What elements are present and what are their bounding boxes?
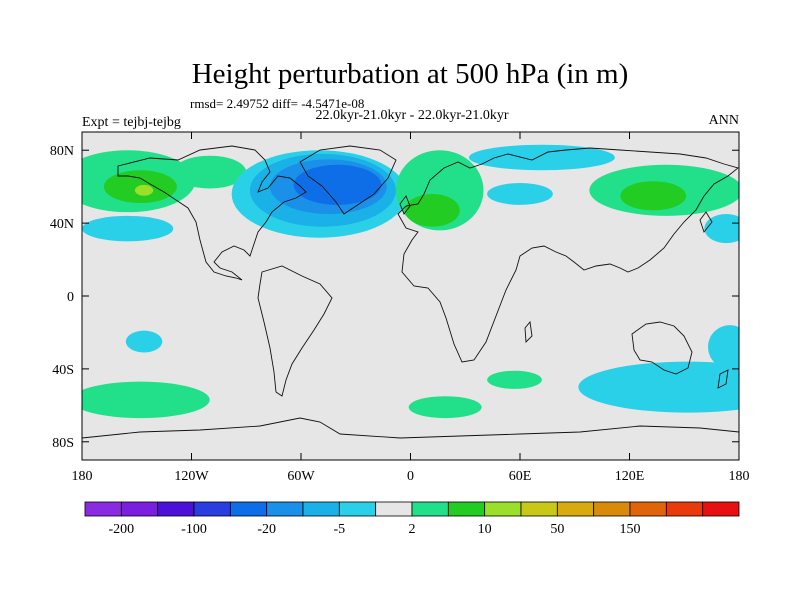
colorbar-label: -100 <box>181 522 207 537</box>
colorbar: -200 -100 -20 -5 2 10 50 150 <box>84 501 740 537</box>
y-tick-label: 80N <box>50 144 74 159</box>
colorbar-label: 10 <box>478 522 492 537</box>
coastline-new-zealand <box>717 369 729 389</box>
anomaly-region <box>468 144 615 171</box>
period-subtitle: 22.0kyr-21.0kyr - 22.0kyr-21.0kyr <box>315 108 508 123</box>
x-tick-label: 120E <box>615 469 645 484</box>
chart-title: Height perturbation at 500 hPa (in m) <box>192 58 629 90</box>
anomaly-region <box>173 155 247 189</box>
colorbar-label: -200 <box>108 522 134 537</box>
anomaly-region <box>405 193 460 227</box>
coastline-japan <box>699 211 713 233</box>
colorbar-label: -20 <box>257 522 276 537</box>
anomaly-region <box>704 214 739 244</box>
colorbar-box <box>665 501 704 517</box>
colorbar-label: -5 <box>333 522 345 537</box>
colorbar-box <box>302 501 340 517</box>
colorbar-box <box>484 501 522 517</box>
anomaly-region <box>134 184 154 196</box>
y-tick-label: 40N <box>50 217 74 232</box>
anomaly-region <box>487 370 542 389</box>
y-tick-label: 80S <box>52 436 74 451</box>
anomaly-region <box>408 396 482 419</box>
anomaly-field <box>82 144 739 419</box>
experiment-label: Expt = tejbj-tejbg <box>82 115 181 130</box>
anomaly-region <box>293 164 382 205</box>
x-tick-label: 180 <box>729 469 750 484</box>
x-tick-label: 0 <box>407 469 414 484</box>
colorbar-box <box>229 501 268 517</box>
colorbar-box <box>84 501 122 517</box>
x-tick-label: 120W <box>174 469 209 484</box>
colorbar-box <box>556 501 595 517</box>
x-tick-label: 60W <box>287 469 315 484</box>
coastline-uk <box>399 195 411 215</box>
anomaly-region <box>487 183 553 205</box>
coastlines <box>82 145 739 439</box>
x-axis: 180 120W 60W 0 60E 120E 180 <box>72 132 750 484</box>
coastline-south-america <box>257 265 333 397</box>
coastline-antarctica <box>82 417 739 439</box>
colorbar-box <box>338 501 377 517</box>
colorbar-box <box>193 501 231 517</box>
anomaly-region <box>620 181 687 211</box>
coastline-australia <box>631 321 693 375</box>
anomaly-region <box>82 381 210 419</box>
y-tick-label: 0 <box>67 290 74 305</box>
colorbar-label: 50 <box>550 522 564 537</box>
anomaly-region <box>125 330 163 353</box>
anomaly-region <box>578 361 739 413</box>
x-tick-label: 60E <box>509 469 532 484</box>
colorbar-label: 150 <box>620 522 641 537</box>
y-tick-label: 40S <box>52 363 74 378</box>
x-tick-label: 180 <box>72 469 93 484</box>
colorbar-box <box>120 501 159 517</box>
y-axis: 80N 40N 0 40S 80S <box>50 144 739 451</box>
colorbar-label: 2 <box>409 522 416 537</box>
anomaly-region <box>707 325 739 369</box>
colorbar-box <box>157 501 195 517</box>
colorbar-box <box>266 501 304 517</box>
colorbar-box <box>593 501 631 517</box>
colorbar-box <box>447 501 486 517</box>
season-label: ANN <box>709 113 739 128</box>
colorbar-box <box>520 501 558 517</box>
colorbar-box <box>411 501 449 517</box>
colorbar-box <box>702 501 740 517</box>
coastline-greenland <box>299 145 397 215</box>
colorbar-box <box>629 501 667 517</box>
colorbar-box <box>375 501 413 517</box>
coastline-eurasia-africa <box>397 147 739 363</box>
coastline-north-america <box>117 145 307 281</box>
stats-label: rmsd= 2.49752 diff= -4.5471e-08 <box>190 96 364 111</box>
anomaly-region <box>82 215 174 242</box>
coastline-madagascar <box>524 320 533 344</box>
